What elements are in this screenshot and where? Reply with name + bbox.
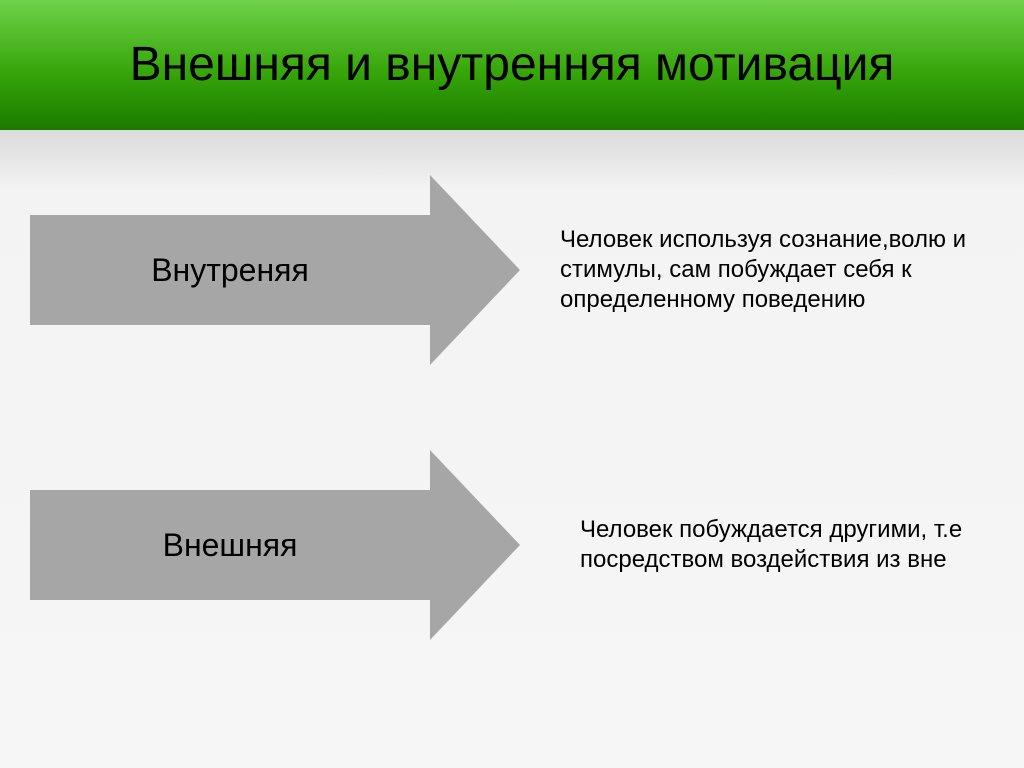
diagram-row-internal: Внутреняя Человек используя сознание,вол… bbox=[30, 175, 520, 365]
description-external: Человек побуждается другими, т.е посредс… bbox=[580, 515, 980, 575]
description-text: Человек используя сознание,волю и стимул… bbox=[560, 226, 966, 313]
arrow-label-text: Внешняя bbox=[163, 527, 298, 564]
arrow-label-internal: Внутреняя bbox=[30, 175, 430, 365]
slide-title: Внешняя и внутренняя мотивация bbox=[130, 39, 895, 92]
arrow-internal: Внутреняя bbox=[30, 175, 520, 365]
arrow-external: Внешняя bbox=[30, 450, 520, 640]
arrow-label-external: Внешняя bbox=[30, 450, 430, 640]
diagram-row-external: Внешняя Человек побуждается другими, т.е… bbox=[30, 450, 520, 640]
slide: Внешняя и внутренняя мотивация Внутреняя… bbox=[0, 0, 1024, 768]
arrow-label-text: Внутреняя bbox=[151, 252, 309, 289]
description-internal: Человек используя сознание,волю и стимул… bbox=[560, 225, 980, 315]
slide-header: Внешняя и внутренняя мотивация bbox=[0, 0, 1024, 130]
description-text: Человек побуждается другими, т.е посредс… bbox=[580, 516, 962, 573]
